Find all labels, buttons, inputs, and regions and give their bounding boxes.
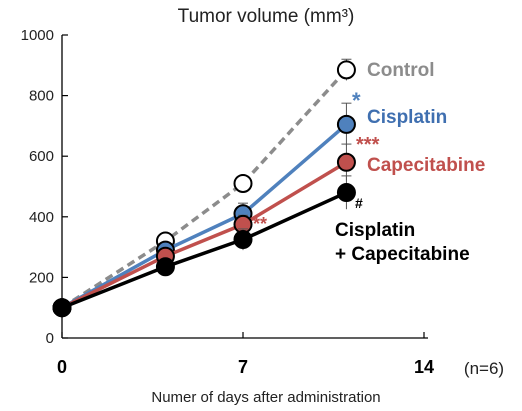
x-tick-label: 14 xyxy=(414,357,434,377)
series-line xyxy=(61,68,348,310)
significance-mark: *** xyxy=(356,134,380,156)
series-label: Cisplatin xyxy=(367,107,447,128)
series-line xyxy=(61,123,348,310)
data-point xyxy=(336,152,356,172)
y-tick-label: 200 xyxy=(29,269,54,286)
data-point xyxy=(155,257,175,277)
series-label: Cisplatin xyxy=(335,220,415,241)
y-tick-label: 1000 xyxy=(21,27,54,44)
y-tick-label: 800 xyxy=(29,88,54,105)
series-control xyxy=(52,58,356,318)
data-point xyxy=(233,173,253,193)
y-tick-label: 600 xyxy=(29,148,54,165)
series-label: + Capecitabine xyxy=(335,244,470,265)
axes: 0 200 400 600 800 1000 0 7 14 xyxy=(21,27,434,377)
series-layer xyxy=(52,58,356,318)
data-point xyxy=(233,230,253,250)
y-tick-label: 400 xyxy=(29,209,54,226)
sample-size-note: (n=6) xyxy=(464,359,504,378)
data-point xyxy=(336,60,356,80)
series-line xyxy=(61,190,348,310)
chart-title: Tumor volume (mm³) xyxy=(178,6,355,27)
series-label: Capecitabine xyxy=(367,155,485,176)
series-label: Control xyxy=(367,60,435,81)
significance-mark: # xyxy=(355,195,363,211)
significance-mark: * xyxy=(352,88,361,113)
series-cisplatin-capecitabine xyxy=(52,175,356,318)
series-line xyxy=(61,160,348,310)
y-tick-label: 0 xyxy=(46,330,54,347)
x-axis-label: Numer of days after administration xyxy=(151,389,380,406)
x-tick-label: 7 xyxy=(238,357,248,377)
data-point xyxy=(336,114,356,134)
data-point xyxy=(336,183,356,203)
x-tick-label: 0 xyxy=(57,357,67,377)
data-point xyxy=(52,298,72,318)
significance-mark-day7: ** xyxy=(253,214,267,234)
